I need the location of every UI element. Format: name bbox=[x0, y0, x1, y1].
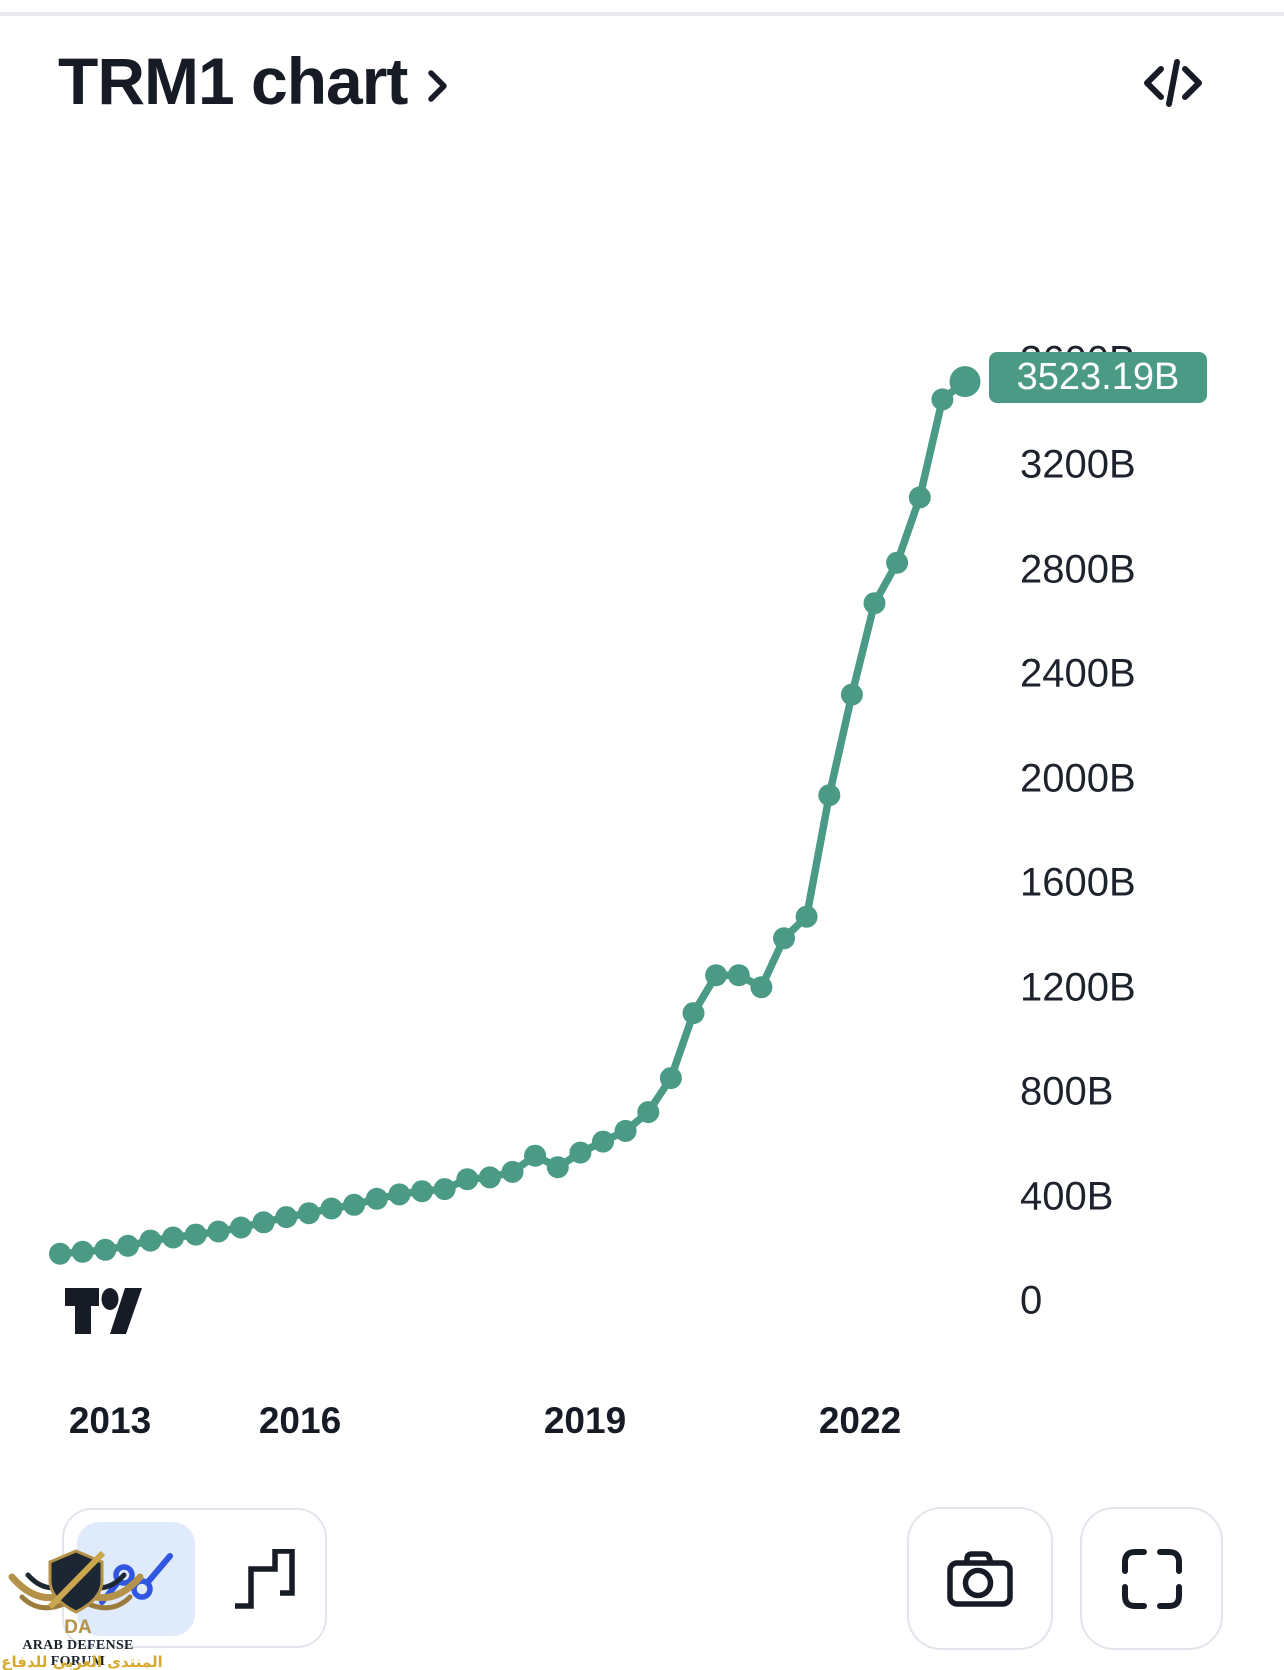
data-point bbox=[659, 1067, 682, 1090]
data-point bbox=[682, 1002, 705, 1025]
data-point bbox=[252, 1211, 275, 1234]
data-point bbox=[705, 964, 728, 987]
data-point bbox=[388, 1183, 411, 1206]
data-point bbox=[501, 1160, 524, 1183]
top-divider bbox=[0, 12, 1284, 16]
chart-line bbox=[56, 377, 969, 1258]
data-point bbox=[750, 976, 773, 999]
y-axis-label: 1600B bbox=[1020, 860, 1136, 905]
camera-icon bbox=[947, 1550, 1013, 1607]
data-point bbox=[297, 1202, 320, 1225]
step-chart-icon bbox=[235, 1549, 295, 1609]
data-point bbox=[275, 1206, 298, 1229]
embed-code-button[interactable] bbox=[1136, 52, 1210, 114]
last-value-badge: 3523.19B bbox=[989, 352, 1207, 403]
x-axis-label: 2019 bbox=[543, 1400, 627, 1441]
chevron-right-icon bbox=[428, 70, 448, 102]
data-point bbox=[162, 1226, 185, 1249]
x-axis-label: 2016 bbox=[258, 1400, 342, 1441]
data-point bbox=[908, 486, 931, 509]
data-point bbox=[411, 1180, 433, 1203]
embed-code-icon bbox=[1144, 59, 1202, 107]
data-point bbox=[320, 1197, 343, 1220]
data-point bbox=[207, 1220, 230, 1243]
y-axis-label: 2400B bbox=[1020, 651, 1136, 696]
y-axis-label: 1200B bbox=[1020, 965, 1136, 1010]
y-axis-label: 2800B bbox=[1020, 547, 1136, 592]
data-point bbox=[478, 1166, 501, 1189]
data-point bbox=[773, 927, 795, 950]
data-point bbox=[433, 1178, 456, 1201]
x-axis-label: 2022 bbox=[818, 1400, 902, 1441]
y-axis-label: 400B bbox=[1020, 1174, 1114, 1219]
data-point bbox=[637, 1101, 660, 1124]
data-point bbox=[343, 1193, 366, 1216]
data-point bbox=[456, 1168, 479, 1191]
y-axis-label: 3200B bbox=[1020, 442, 1136, 487]
data-point bbox=[727, 964, 750, 987]
y-axis-label: 0 bbox=[1020, 1278, 1043, 1323]
data-point bbox=[840, 683, 863, 706]
chart-title-link[interactable]: TRM1 chart bbox=[58, 48, 449, 114]
data-point bbox=[365, 1187, 388, 1210]
snapshot-button[interactable] bbox=[907, 1507, 1053, 1650]
chart-type-selector bbox=[62, 1508, 327, 1648]
data-point bbox=[592, 1130, 614, 1153]
line-chart-icon bbox=[99, 1553, 173, 1605]
x-axis-label: 2013 bbox=[68, 1400, 152, 1441]
data-point bbox=[949, 366, 981, 398]
data-point bbox=[184, 1223, 207, 1246]
page-title: TRM1 chart bbox=[58, 44, 408, 118]
line-chart-type-button[interactable] bbox=[77, 1522, 195, 1636]
fullscreen-icon bbox=[1121, 1548, 1182, 1609]
data-point bbox=[863, 592, 886, 615]
fullscreen-button[interactable] bbox=[1080, 1507, 1223, 1650]
step-chart-type-button[interactable] bbox=[214, 1522, 314, 1636]
data-point bbox=[614, 1119, 637, 1142]
data-point bbox=[886, 551, 909, 574]
data-point bbox=[230, 1216, 252, 1239]
data-point bbox=[818, 784, 841, 807]
data-point bbox=[569, 1141, 592, 1164]
y-axis-label: 800B bbox=[1020, 1069, 1114, 1114]
data-point bbox=[524, 1144, 547, 1167]
tradingview-logo[interactable] bbox=[65, 1288, 150, 1334]
data-point bbox=[795, 905, 818, 928]
data-point bbox=[931, 388, 954, 411]
data-point bbox=[49, 1242, 71, 1265]
data-point bbox=[94, 1238, 117, 1261]
data-point bbox=[71, 1240, 94, 1263]
y-axis-label: 2000B bbox=[1020, 756, 1136, 801]
data-point bbox=[546, 1156, 569, 1179]
data-point bbox=[116, 1234, 139, 1257]
data-point bbox=[139, 1229, 162, 1252]
